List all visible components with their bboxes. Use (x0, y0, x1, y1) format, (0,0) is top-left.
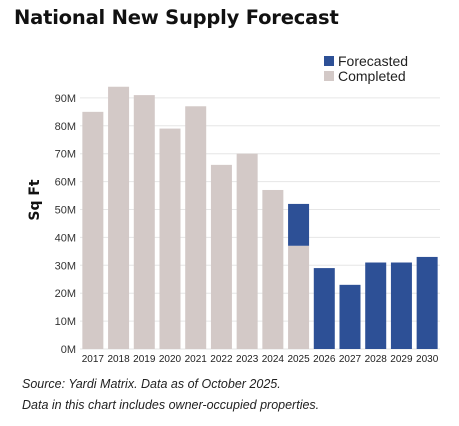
y-tick-label: 10M (55, 316, 76, 328)
bar-completed-2017 (82, 111, 104, 349)
x-tick-label: 2018 (107, 354, 130, 365)
bar-forecasted-2025 (288, 203, 310, 246)
bar-completed-2023 (236, 153, 258, 349)
y-tick-label: 0M (61, 344, 76, 356)
legend-label-completed: Completed (338, 68, 406, 84)
chart-title: National New Supply Forecast (14, 6, 339, 29)
x-tick-label: 2020 (159, 354, 182, 365)
y-axis-label: Sq Ft (27, 179, 43, 221)
bar-completed-2020 (159, 128, 181, 349)
y-axis: 0M 10M 20M 30M 40M 50M 60M 70M 80M 90M (55, 93, 76, 356)
x-tick-label: 2017 (82, 354, 105, 365)
x-tick-label: 2023 (236, 354, 259, 365)
y-tick-label: 70M (55, 149, 76, 161)
bar-completed-2019 (133, 95, 155, 349)
y-tick-label: 40M (55, 232, 76, 244)
x-tick-label: 2021 (185, 354, 208, 365)
bar-completed-2018 (108, 86, 130, 350)
x-tick-label: 2019 (133, 354, 156, 365)
bars (82, 86, 438, 350)
bar-forecasted-2026 (313, 268, 335, 349)
y-tick-label: 60M (55, 177, 76, 189)
x-tick-label: 2022 (210, 354, 233, 365)
x-tick-label: 2026 (313, 354, 336, 365)
x-tick-label: 2024 (262, 354, 285, 365)
bar-forecasted-2029 (390, 262, 412, 349)
legend-label-forecasted: Forecasted (338, 53, 408, 69)
bar-completed-2022 (210, 164, 232, 349)
x-tick-label: 2028 (365, 354, 388, 365)
bar-forecasted-2028 (365, 262, 387, 349)
bar-completed-2021 (185, 106, 207, 350)
y-tick-label: 30M (55, 260, 76, 272)
legend-swatch-forecasted (324, 56, 334, 66)
data-note: Data in this chart includes owner-occupi… (22, 398, 320, 412)
source-note: Source: Yardi Matrix. Data as of October… (22, 377, 281, 391)
legend-swatch-completed (324, 71, 334, 81)
bar-forecasted-2030 (416, 256, 438, 349)
x-tick-label: 2025 (287, 354, 310, 365)
bar-completed-2025 (288, 245, 310, 349)
x-tick-label: 2029 (390, 354, 413, 365)
y-tick-label: 20M (55, 288, 76, 300)
y-tick-label: 50M (55, 205, 76, 217)
bar-completed-2024 (262, 189, 284, 349)
x-axis: 2017 2018 2019 2020 2021 2022 2023 2024 2025 2026… (82, 354, 439, 365)
x-tick-label: 2030 (416, 354, 439, 365)
x-tick-label: 2027 (339, 354, 362, 365)
y-tick-label: 90M (55, 93, 76, 105)
bar-forecasted-2027 (339, 284, 361, 349)
y-tick-label: 80M (55, 121, 76, 133)
